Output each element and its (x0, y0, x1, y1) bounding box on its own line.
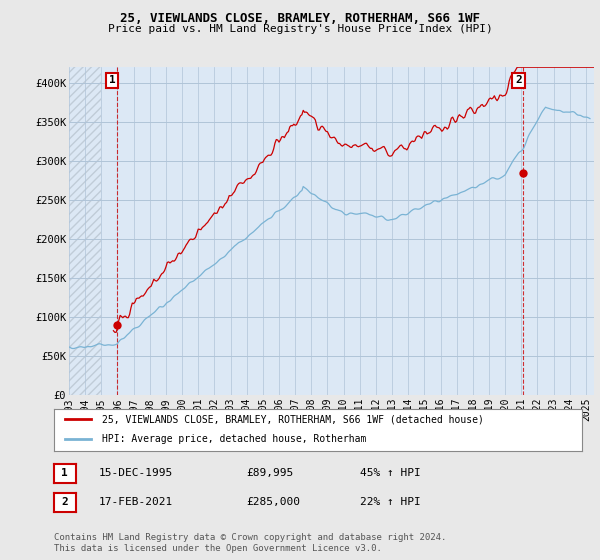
Text: HPI: Average price, detached house, Rotherham: HPI: Average price, detached house, Roth… (101, 434, 366, 444)
Text: 17-FEB-2021: 17-FEB-2021 (99, 497, 173, 507)
Text: £89,995: £89,995 (246, 468, 293, 478)
Text: Contains HM Land Registry data © Crown copyright and database right 2024.
This d: Contains HM Land Registry data © Crown c… (54, 533, 446, 553)
Text: 25, VIEWLANDS CLOSE, BRAMLEY, ROTHERHAM, S66 1WF (detached house): 25, VIEWLANDS CLOSE, BRAMLEY, ROTHERHAM,… (101, 414, 484, 424)
Text: 22% ↑ HPI: 22% ↑ HPI (360, 497, 421, 507)
Text: 25, VIEWLANDS CLOSE, BRAMLEY, ROTHERHAM, S66 1WF: 25, VIEWLANDS CLOSE, BRAMLEY, ROTHERHAM,… (120, 12, 480, 25)
Text: Price paid vs. HM Land Registry's House Price Index (HPI): Price paid vs. HM Land Registry's House … (107, 24, 493, 34)
Text: 15-DEC-1995: 15-DEC-1995 (99, 468, 173, 478)
Text: 2: 2 (61, 497, 68, 507)
Text: 1: 1 (61, 468, 68, 478)
Text: 1: 1 (109, 75, 115, 85)
Text: £285,000: £285,000 (246, 497, 300, 507)
Text: 45% ↑ HPI: 45% ↑ HPI (360, 468, 421, 478)
Text: 2: 2 (515, 75, 522, 85)
